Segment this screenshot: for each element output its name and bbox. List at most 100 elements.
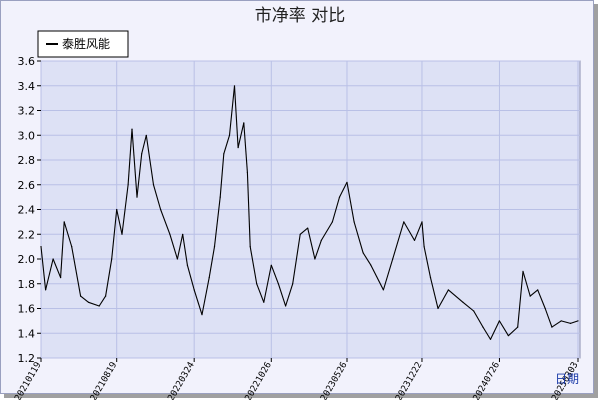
gridlines (40, 60, 580, 359)
legend-label: 泰胜风能 (62, 36, 110, 51)
series-segment (292, 234, 301, 284)
data-point (403, 221, 405, 223)
y-tick-label: 2.2 (18, 228, 36, 241)
x-tick-label: 20210119 (13, 361, 43, 400)
y-tick-label: 1.4 (18, 327, 36, 340)
data-point (489, 338, 492, 340)
series-segment (176, 234, 184, 260)
x-tick-label: 20220324 (166, 361, 196, 400)
data-point (201, 314, 203, 316)
data-point (63, 221, 65, 223)
series-segment (403, 221, 415, 241)
series-segment (413, 221, 423, 241)
data-point (307, 227, 309, 229)
data-point (141, 153, 143, 155)
y-tick-label: 2.6 (18, 179, 36, 192)
series-segment (116, 209, 123, 235)
data-point (160, 208, 162, 211)
data-point (382, 289, 384, 291)
data-point (121, 233, 123, 235)
data-point (482, 326, 484, 328)
legend: 泰胜风能 (37, 30, 129, 58)
data-point (517, 326, 519, 328)
series-segment (353, 221, 364, 253)
series-segment (71, 246, 82, 297)
series-segment (561, 320, 571, 324)
series-layer (40, 85, 579, 340)
y-tick-label: 2.8 (18, 154, 36, 167)
series-segment (448, 289, 464, 303)
data-point (299, 233, 301, 235)
data-point (537, 289, 539, 291)
data-point (243, 122, 245, 124)
data-point (529, 295, 531, 297)
data-point (45, 289, 47, 291)
data-point (136, 196, 138, 198)
data-point (560, 320, 562, 322)
data-point (208, 277, 210, 279)
series-segment (152, 184, 162, 210)
series-segment (522, 271, 531, 297)
data-point (246, 171, 248, 173)
data-point (292, 283, 294, 285)
data-point (169, 233, 171, 235)
data-point (392, 258, 394, 260)
series-segment (219, 153, 225, 198)
series-segment (421, 221, 425, 247)
x-axis-label: 日期 (555, 372, 579, 386)
series-segment (169, 234, 178, 260)
series-segment (299, 227, 309, 235)
series-segment (331, 196, 341, 223)
series-segment (498, 320, 509, 336)
series-line (40, 85, 579, 340)
data-point (71, 246, 73, 248)
series-segment (193, 289, 203, 315)
y-tick-label: 3.0 (18, 129, 36, 142)
data-point (213, 246, 216, 248)
data-point (131, 128, 133, 130)
y-tick-label: 1.6 (18, 303, 36, 316)
series-segment (462, 301, 475, 312)
series-segment (551, 320, 562, 328)
data-point (522, 270, 524, 272)
series-segment (136, 153, 143, 198)
data-point (87, 301, 90, 303)
data-point (320, 239, 322, 241)
y-tick-label: 2.0 (18, 253, 36, 266)
chart-title: 市净率 对比 (255, 6, 345, 26)
data-point (182, 233, 184, 235)
series-segment (270, 265, 279, 284)
data-point (233, 85, 236, 87)
data-point (285, 305, 287, 307)
series-segment (237, 122, 245, 148)
series-segment (186, 265, 195, 291)
series-segment (249, 246, 258, 284)
data-point (429, 277, 432, 279)
data-point (193, 289, 195, 291)
data-point (237, 147, 239, 149)
series-segment (277, 283, 287, 307)
x-axis: 20210119 20210819 20220324 20221026 20230526… (13, 358, 581, 400)
y-tick-label: 3.6 (18, 55, 36, 68)
data-point (145, 134, 147, 136)
series-segment (228, 85, 236, 136)
series-segment (40, 246, 47, 290)
y-axis: 1.2 1.4 1.6 1.8 2.0 2.2 2.4 2.6 2.8 3.0 3.2 3.4 3.6 (18, 55, 41, 365)
series-segment (517, 271, 524, 328)
series-segment (314, 240, 322, 260)
y-tick-label: 3.4 (18, 80, 36, 93)
data-point (228, 134, 231, 136)
series-segment (52, 258, 62, 278)
data-point (346, 181, 348, 183)
series-segment (121, 184, 129, 235)
data-point (186, 264, 188, 266)
data-point (338, 196, 341, 198)
series-segment (423, 246, 432, 278)
data-point (473, 310, 475, 312)
series-segment (145, 135, 155, 185)
series-segment (346, 182, 355, 222)
series-segment (223, 135, 231, 154)
data-point (353, 221, 355, 223)
series-segment (473, 310, 484, 328)
series-segment (60, 221, 65, 278)
